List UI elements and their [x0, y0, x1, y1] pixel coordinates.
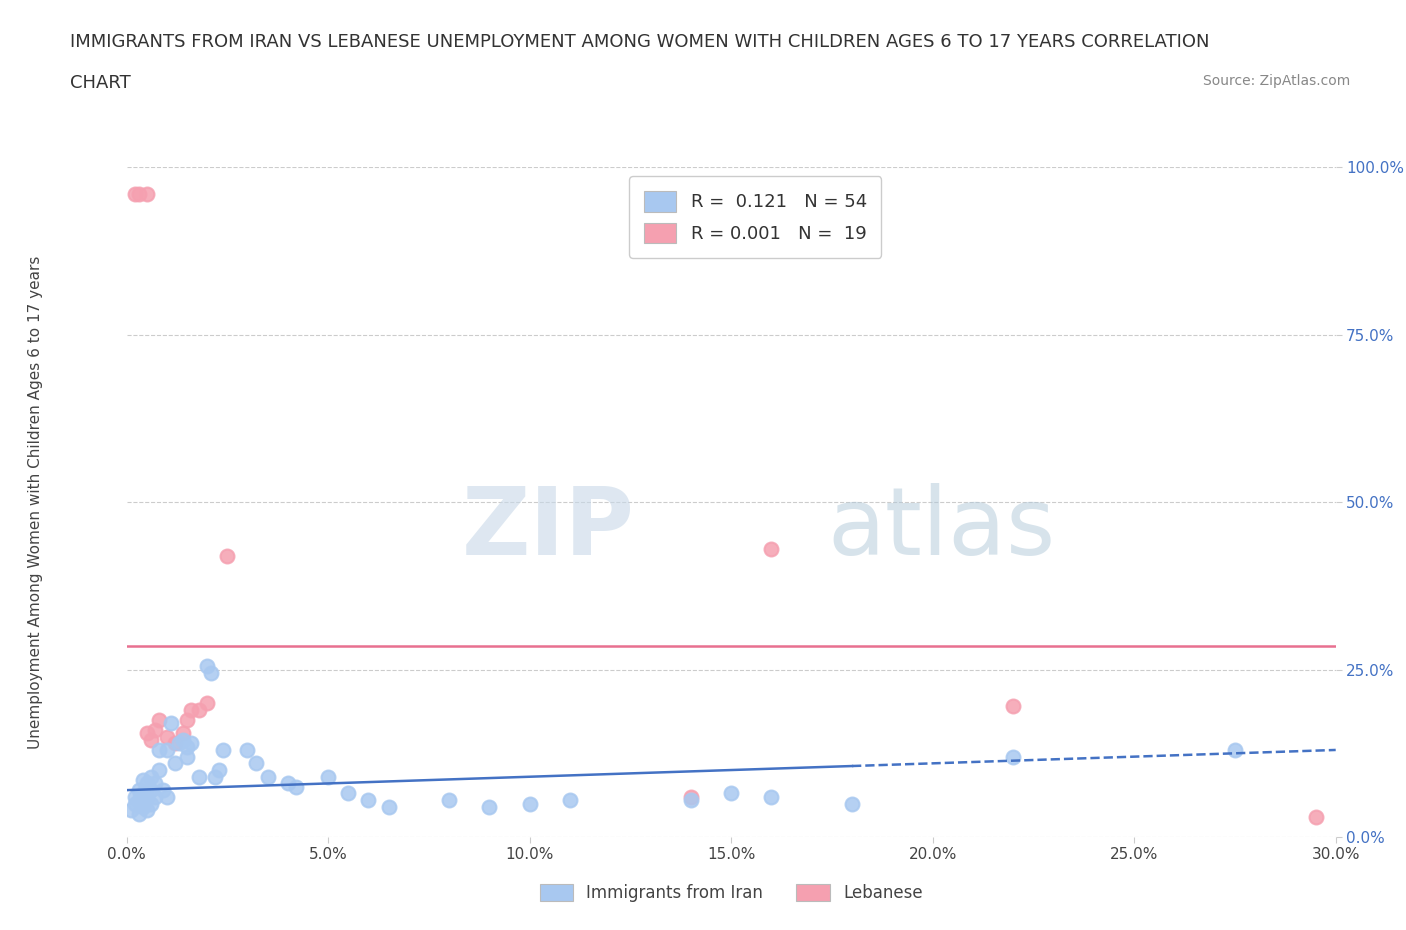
Point	[200, 666, 222, 681]
Point	[519, 796, 541, 811]
Point	[128, 187, 150, 202]
Point	[128, 792, 150, 807]
Point	[135, 187, 157, 202]
Point	[143, 723, 166, 737]
Point	[135, 725, 157, 740]
Point	[156, 790, 179, 804]
Text: IMMIGRANTS FROM IRAN VS LEBANESE UNEMPLOYMENT AMONG WOMEN WITH CHILDREN AGES 6 T: IMMIGRANTS FROM IRAN VS LEBANESE UNEMPLO…	[70, 33, 1209, 50]
Text: ZIP: ZIP	[461, 483, 634, 575]
Point	[176, 712, 198, 727]
Point	[143, 790, 166, 804]
Point	[180, 702, 202, 717]
Text: Unemployment Among Women with Children Ages 6 to 17 years: Unemployment Among Women with Children A…	[28, 256, 42, 749]
Point	[437, 792, 460, 807]
Point	[148, 742, 170, 757]
Point	[163, 756, 186, 771]
Point	[195, 658, 218, 673]
Point	[128, 806, 150, 821]
Point	[172, 725, 194, 740]
Point	[679, 790, 702, 804]
Point	[120, 803, 142, 817]
Point	[124, 790, 146, 804]
Point	[316, 769, 339, 784]
Point	[1223, 742, 1246, 757]
Point	[139, 796, 162, 811]
Point	[131, 800, 153, 815]
Point	[131, 773, 153, 788]
Point	[172, 733, 194, 748]
Point	[135, 776, 157, 790]
Point	[277, 776, 299, 790]
Point	[478, 800, 501, 815]
Text: CHART: CHART	[70, 74, 131, 92]
Point	[148, 712, 170, 727]
Point	[167, 736, 190, 751]
Legend: Immigrants from Iran, Lebanese: Immigrants from Iran, Lebanese	[533, 878, 929, 909]
Text: atlas: atlas	[828, 483, 1056, 575]
Point	[1305, 809, 1327, 824]
Point	[236, 742, 259, 757]
Point	[245, 756, 267, 771]
Point	[188, 702, 211, 717]
Point	[135, 803, 157, 817]
Point	[139, 733, 162, 748]
Text: Source: ZipAtlas.com: Source: ZipAtlas.com	[1202, 74, 1350, 88]
Point	[377, 800, 399, 815]
Point	[148, 763, 170, 777]
Point	[156, 729, 179, 744]
Point	[176, 739, 198, 754]
Point	[128, 783, 150, 798]
Point	[124, 796, 146, 811]
Point	[284, 779, 307, 794]
Point	[139, 769, 162, 784]
Point	[124, 187, 146, 202]
Point	[160, 716, 183, 731]
Point	[163, 736, 186, 751]
Point	[357, 792, 380, 807]
Point	[256, 769, 278, 784]
Point	[720, 786, 742, 801]
Point	[156, 742, 179, 757]
Point	[131, 786, 153, 801]
Point	[152, 783, 174, 798]
Point	[176, 750, 198, 764]
Point	[195, 696, 218, 711]
Point	[180, 736, 202, 751]
Point	[679, 792, 702, 807]
Point	[217, 549, 239, 564]
Point	[135, 790, 157, 804]
Point	[761, 790, 783, 804]
Point	[208, 763, 231, 777]
Point	[212, 742, 235, 757]
Point	[204, 769, 226, 784]
Point	[139, 783, 162, 798]
Point	[558, 792, 581, 807]
Point	[143, 776, 166, 790]
Point	[841, 796, 863, 811]
Point	[1002, 750, 1025, 764]
Point	[188, 769, 211, 784]
Point	[1002, 699, 1025, 714]
Point	[337, 786, 360, 801]
Point	[761, 541, 783, 556]
